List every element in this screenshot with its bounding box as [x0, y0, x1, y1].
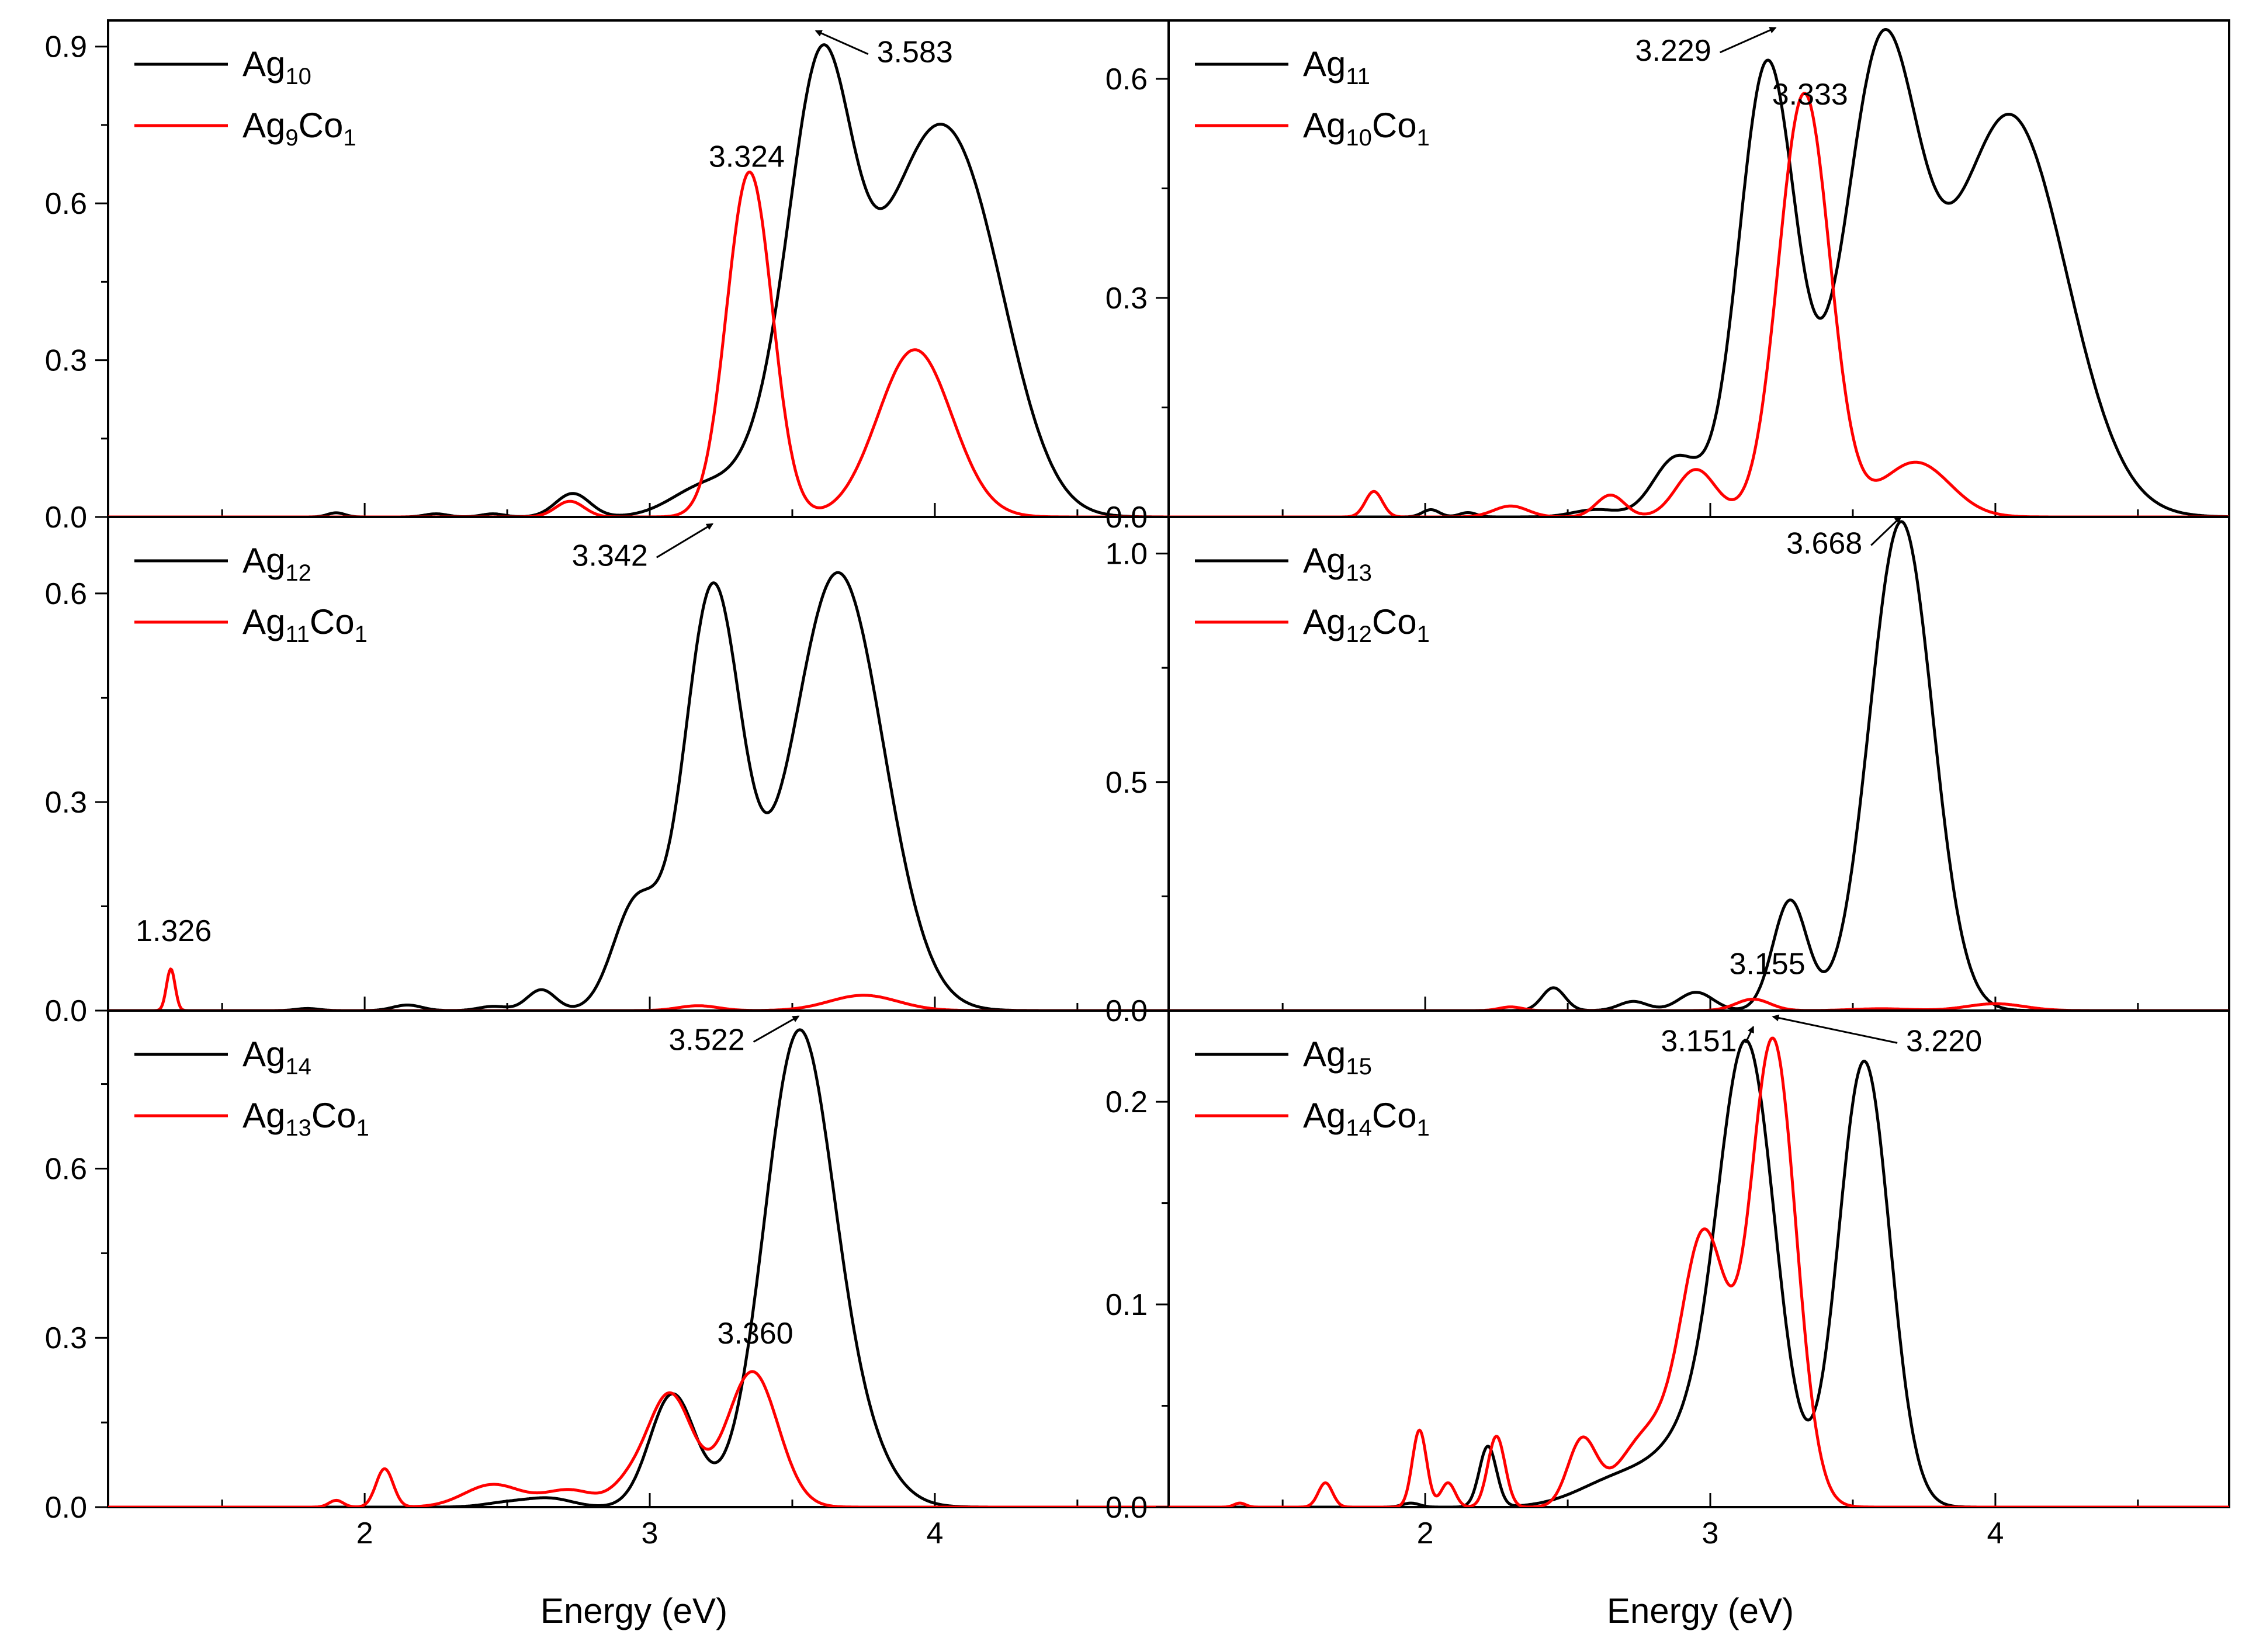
annotation-arrow — [1870, 516, 1902, 546]
y-tick-label: 0.0 — [45, 1491, 87, 1525]
series-line-ag14 — [108, 1028, 1169, 1507]
peak-annotation: 3.229 — [1635, 34, 1711, 68]
y-tick-label: 0.6 — [1106, 63, 1148, 96]
y-tick-label: 0.6 — [45, 577, 87, 611]
legend-label-ag10co1: Ag10Co1 — [1303, 106, 1430, 151]
legend-label-ag11co1: Ag11Co1 — [242, 602, 368, 647]
curves-p5 — [108, 1028, 1169, 1507]
legend-label-ag10: Ag10 — [242, 44, 311, 89]
annotation-arrow — [1745, 1025, 1755, 1044]
peak-annotation: 1.326 — [136, 914, 212, 948]
legend-label-ag13co1: Ag13Co1 — [242, 1096, 369, 1141]
y-tick-label: 1.0 — [1106, 537, 1148, 571]
x-tick-label: 3 — [1702, 1516, 1719, 1550]
x-axis-title-right: Energy (eV) — [1607, 1591, 1794, 1630]
series-line-ag9co1 — [108, 171, 1169, 517]
y-tick-label: 0.9 — [45, 30, 87, 64]
peak-annotation: 3.333 — [1772, 78, 1848, 112]
series-line-ag11 — [1169, 28, 2229, 517]
y-tick-label: 0.3 — [1106, 282, 1148, 315]
legend-label-ag9co1: Ag9Co1 — [242, 106, 356, 151]
peak-annotation: 3.583 — [877, 36, 953, 70]
series-line-ag13co1 — [108, 1370, 1169, 1507]
x-tick-label: 4 — [926, 1516, 943, 1550]
annotation-arrow — [1719, 27, 1777, 54]
y-tick-label: 0.3 — [45, 344, 87, 378]
y-tick-label: 0.3 — [45, 786, 87, 820]
legend-label-ag14: Ag14 — [242, 1035, 311, 1080]
legend-label-ag15: Ag15 — [1303, 1035, 1372, 1080]
annotation-arrow — [1772, 1014, 1898, 1044]
plot-frame — [1167, 1009, 2230, 1508]
y-tick-label: 0.0 — [45, 994, 87, 1028]
legend-label-ag14co1: Ag14Co1 — [1303, 1096, 1430, 1141]
peak-annotation: 3.360 — [717, 1317, 793, 1351]
peak-annotation: 3.342 — [572, 539, 648, 572]
x-axis-title-left: Energy (eV) — [540, 1591, 727, 1630]
x-tick-label: 3 — [642, 1516, 659, 1550]
curves-p6 — [1169, 1036, 2229, 1507]
panel-p6: 2 3 4 0.0 0.1 0.2 Ag15 Ag14Co1 3.151 3.220 — [1106, 1009, 2230, 1550]
legend-label-ag11: Ag11 — [1303, 44, 1370, 89]
panel-p1: 0.0 0.3 0.6 0.9 Ag10 Ag9Co1 3.583 3.324 — [45, 19, 1170, 535]
annotation-arrow — [753, 1015, 800, 1043]
peak-annotation: 3.668 — [1786, 527, 1862, 561]
peak-annotation: 3.220 — [1906, 1024, 1982, 1058]
series-line-ag15 — [1169, 1039, 2229, 1507]
peak-annotation: 3.324 — [709, 140, 785, 174]
peak-annotation: 3.151 — [1661, 1024, 1737, 1058]
legend-label-ag13: Ag13 — [1303, 541, 1372, 586]
series-line-ag10 — [108, 43, 1169, 517]
annotation-arrow — [815, 30, 869, 55]
panel-p5: 2 3 4 0.0 0.3 0.6 Ag14 Ag13Co1 3.522 3.360 — [45, 1009, 1170, 1550]
x-tick-label: 2 — [1417, 1516, 1434, 1550]
y-tick-label: 0.0 — [45, 501, 87, 535]
peak-annotation: 3.155 — [1730, 947, 1806, 981]
y-tick-label: 0.0 — [1106, 1491, 1148, 1525]
series-line-ag14co1 — [1169, 1036, 2229, 1507]
y-tick-label: 0.2 — [1106, 1085, 1148, 1119]
annotation-arrow — [656, 523, 714, 558]
y-tick-label: 0.6 — [45, 1152, 87, 1186]
x-tick-label: 4 — [1987, 1516, 2004, 1550]
y-tick-label: 0.3 — [45, 1321, 87, 1355]
peak-annotation: 3.522 — [669, 1023, 745, 1057]
y-tick-label: 0.6 — [45, 187, 87, 221]
x-tick-label: 2 — [356, 1516, 373, 1550]
series-line-ag13 — [1169, 520, 2229, 1011]
legend-label-ag12co1: Ag12Co1 — [1303, 602, 1430, 647]
y-tick-label: 0.1 — [1106, 1288, 1148, 1322]
curves-p1 — [108, 43, 1169, 517]
y-tick-label: 0.5 — [1106, 766, 1148, 800]
legend-label-ag12: Ag12 — [242, 541, 311, 586]
